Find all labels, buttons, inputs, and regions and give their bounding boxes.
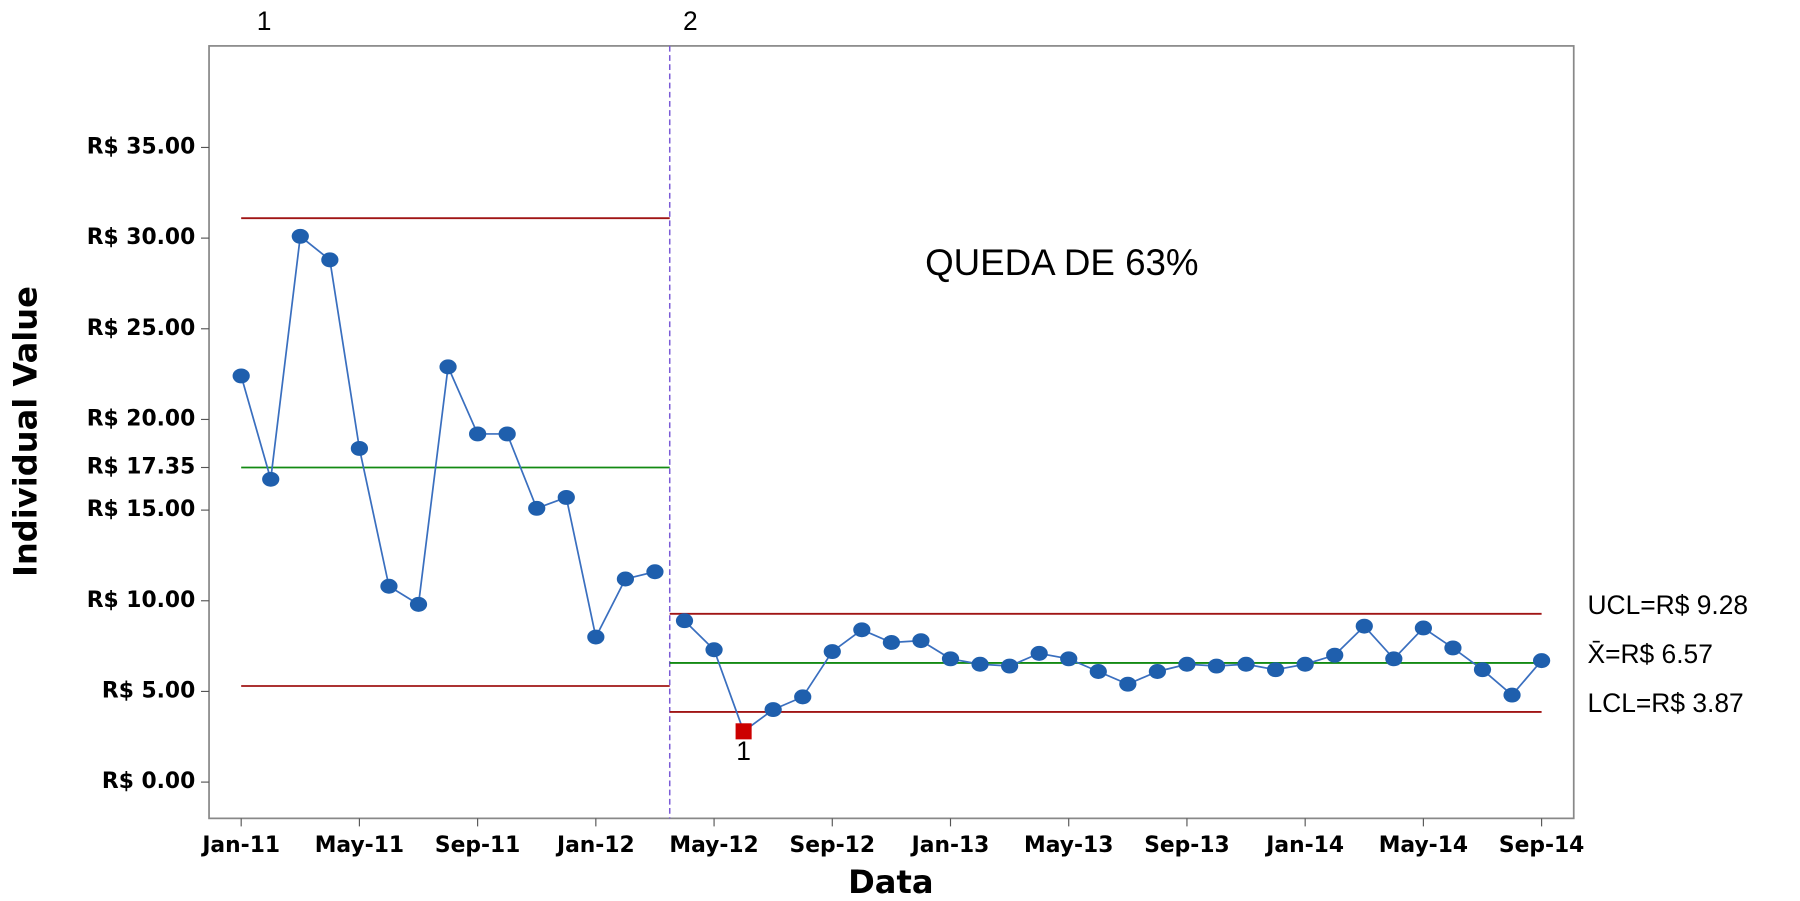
data-point [705, 642, 723, 658]
data-line [683, 620, 1543, 733]
y-tick-label: R$ 0.00 [102, 769, 195, 794]
y-tick-label: R$ 17.35 [87, 454, 195, 479]
data-point [469, 426, 487, 442]
flagged-point [735, 723, 752, 740]
data-point [941, 651, 960, 667]
x-tick-label: May-13 [1024, 833, 1113, 858]
data-point [1207, 658, 1226, 674]
data-point [1414, 620, 1432, 636]
data-point [557, 489, 575, 505]
data-point [1503, 687, 1521, 703]
data-point [528, 500, 546, 516]
data-point [587, 629, 605, 645]
data-point [1473, 662, 1492, 678]
x-axis-title: Data [848, 863, 933, 901]
data-point [1237, 656, 1255, 672]
data-point [409, 596, 428, 612]
data-point [853, 622, 871, 638]
y-tick-label: R$ 30.00 [87, 225, 195, 250]
data-point [1178, 656, 1196, 672]
data-point [1326, 647, 1344, 663]
data-point [823, 644, 841, 660]
x-tick-label: Sep-12 [790, 833, 875, 858]
data-point [262, 471, 280, 487]
stage-label: 2 [683, 6, 698, 36]
y-tick-label: R$ 20.00 [87, 406, 195, 431]
data-point [1001, 658, 1019, 674]
x-tick-label: May-11 [315, 833, 404, 858]
data-point [971, 656, 989, 672]
data-point [1030, 645, 1048, 661]
x-tick-label: Jan-14 [1264, 833, 1344, 858]
data-point [794, 689, 812, 705]
data-point [616, 571, 635, 587]
annotation: QUEDA DE 63% [925, 242, 1198, 283]
x-tick-label: May-12 [669, 833, 758, 858]
y-tick-label: R$ 5.00 [102, 678, 195, 703]
data-point [1266, 662, 1285, 678]
data-point [498, 426, 516, 442]
x-tick-label: Jan-12 [555, 833, 635, 858]
data-point [350, 440, 369, 456]
data-point [232, 368, 250, 384]
y-tick-label: R$ 10.00 [87, 588, 195, 613]
center-label: X̄=R$ 6.57 [1588, 639, 1713, 669]
x-tick-label: Sep-13 [1144, 833, 1229, 858]
data-point [1296, 656, 1314, 672]
data-point [1355, 618, 1373, 634]
x-tick-label: Jan-13 [910, 833, 990, 858]
x-tick-label: Sep-14 [1499, 833, 1584, 858]
data-point [1385, 651, 1403, 667]
data-point [675, 613, 694, 629]
data-point [1444, 640, 1462, 656]
data-point [646, 564, 664, 580]
y-tick-label: R$ 15.00 [87, 497, 195, 522]
ucl-label: UCL=R$ 9.28 [1588, 590, 1749, 620]
data-point [439, 359, 457, 375]
data-point [882, 635, 900, 650]
x-tick-label: Jan-11 [200, 833, 280, 858]
y-tick-label: R$ 25.00 [87, 316, 195, 341]
data-point [1119, 676, 1137, 692]
lcl-label: LCL=R$ 3.87 [1588, 688, 1744, 718]
data-point [764, 702, 782, 718]
data-point [291, 228, 309, 244]
flag-label: 1 [736, 736, 751, 766]
data-point [380, 578, 398, 594]
x-tick-label: May-14 [1379, 833, 1468, 858]
data-point [1060, 651, 1078, 667]
data-point [1089, 664, 1107, 679]
data-line [240, 234, 656, 640]
plot-frame [208, 45, 1575, 820]
y-tick-label: R$ 35.00 [87, 134, 195, 159]
stage-label: 1 [257, 6, 272, 36]
data-point [912, 633, 930, 649]
data-point [1532, 653, 1551, 669]
data-point [1148, 664, 1166, 679]
y-axis-title: Individual Value [7, 286, 45, 577]
data-point [321, 252, 339, 268]
x-tick-label: Sep-11 [435, 833, 520, 858]
